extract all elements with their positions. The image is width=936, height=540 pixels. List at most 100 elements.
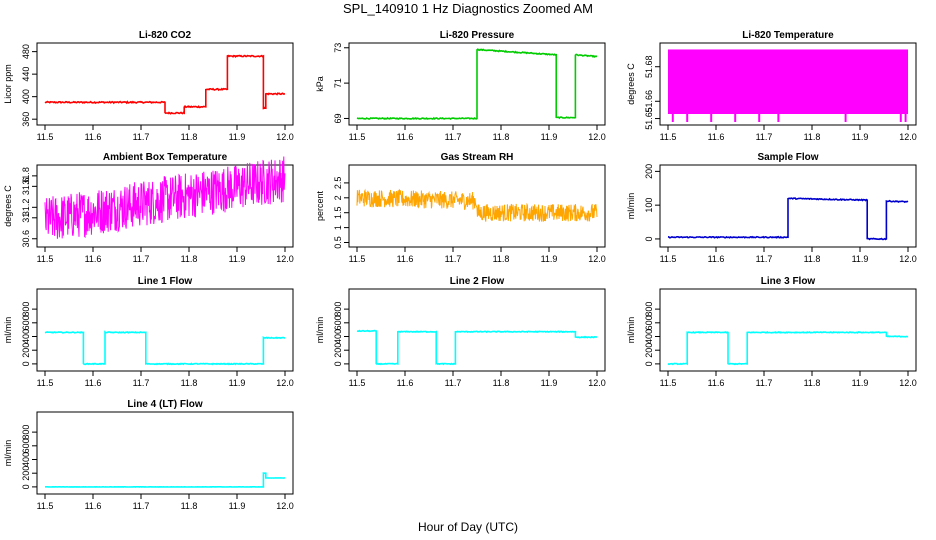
x-axis-label: Hour of Day (UTC) [418,520,518,534]
y-axis-label-co2: Licor ppm [3,64,13,104]
series-band-licor_temp [668,49,908,114]
x-tick-label-line2: 11.8 [493,378,510,388]
series-line-line2 [356,329,598,366]
y-tick-label-line4: 0 [21,484,31,489]
y-tick-label-line2: 0 [333,361,343,366]
x-tick-label-line1: 11.5 [37,378,54,388]
y-tick-label-rh: 1 [333,225,343,230]
x-tick-label-line2: 11.6 [397,378,414,388]
x-tick-label-line4: 11.8 [181,501,198,511]
y-tick-label-line1: 800 [21,302,31,317]
plot-frame-line2 [348,288,606,372]
x-tick-label-co2: 11.8 [181,132,198,142]
y-tick-label-line2: 400 [333,329,343,344]
x-tick-label-sample_flow: 11.9 [852,254,869,264]
panel-line2: Line 2 Flow 11.5 11.6 11.7 11.8 11.9 12.0 0 2004… [315,276,606,388]
panel-line3: Line 3 Flow 11.5 11.6 11.7 11.8 11.9 12.0 0 2004… [626,276,917,388]
y-tick-label-licor_temp: 51.68 [644,55,654,78]
y-tick-label-co2: 480 [21,44,31,59]
plot-frame-box_temp [36,164,294,248]
y-axis-label-sample_flow: ml/min [626,193,636,220]
plot-frame-line4 [36,411,294,495]
y-tick-label-box_temp: 31.8 [21,167,31,185]
y-tick-label-line3: 800 [644,302,654,317]
x-tick-label-co2: 11.9 [229,132,246,142]
y-tick-label-co2: 400 [21,89,31,104]
y-axis-label-line3: ml/min [626,317,636,344]
series-line-pressure [356,48,598,121]
x-tick-label-box_temp: 11.8 [181,254,198,264]
y-axis-label-line1: ml/min [3,317,13,344]
x-tick-label-line1: 12.0 [276,378,294,388]
y-tick-label-sample_flow: 0 [644,236,654,241]
x-tick-label-licor_temp: 11.6 [708,132,725,142]
series-line-box_temp [44,156,286,239]
y-tick-label-line2: 800 [333,302,343,317]
y-tick-label-licor_temp: 51.66 [644,90,654,113]
panel-title-line4: Line 4 (LT) Flow [127,399,203,410]
series-line-co2 [44,54,285,115]
y-tick-label-box_temp: 31 [21,213,31,223]
panel-title-licor_temp: Li-820 Temperature [742,30,834,41]
x-tick-label-pressure: 11.7 [445,132,462,142]
x-tick-label-box_temp: 11.7 [133,254,150,264]
plot-frame-co2 [36,42,294,126]
panel-box_temp: Ambient Box Temperature 11.5 11.6 11.7 11.8 1… [3,152,294,264]
y-tick-label-line3: 0 [644,361,654,366]
y-tick-label-line4: 400 [21,452,31,467]
x-tick-label-line3: 11.7 [756,378,773,388]
plot-frame-rh [348,164,606,248]
x-tick-label-line1: 11.9 [229,378,246,388]
y-tick-label-line1: 200 [21,343,31,358]
panel-title-sample_flow: Sample Flow [757,152,818,163]
y-tick-label-line3: 400 [644,329,654,344]
series-line-line1 [44,330,285,366]
y-tick-label-line1: 600 [21,315,31,330]
plot-frame-licor_temp [659,42,917,126]
x-tick-label-line4: 11.7 [133,501,150,511]
panel-title-line3: Line 3 Flow [761,276,816,287]
y-tick-label-co2: 440 [21,67,31,82]
panel-title-rh: Gas Stream RH [441,152,514,163]
series-line-rh [356,188,598,222]
y-axis-label-line4: ml/min [3,440,13,467]
x-tick-label-co2: 11.6 [85,132,102,142]
x-tick-label-co2: 11.7 [133,132,150,142]
panel-title-pressure: Li-820 Pressure [440,30,515,41]
x-tick-label-box_temp: 12.0 [276,254,294,264]
panel-title-co2: Li-820 CO2 [139,30,192,41]
y-tick-label-pressure: 69 [333,113,343,123]
x-tick-label-pressure: 11.9 [541,132,558,142]
y-tick-label-box_temp: 30.6 [21,230,31,248]
x-tick-label-line3: 11.5 [660,378,677,388]
x-tick-label-pressure: 11.5 [349,132,366,142]
y-tick-label-rh: 0.5 [333,236,343,249]
y-axis-label-rh: percent [315,190,325,221]
panel-title-line1: Line 1 Flow [138,276,193,287]
y-tick-label-line1: 0 [21,361,31,366]
x-tick-label-line1: 11.6 [85,378,102,388]
x-tick-label-rh: 11.5 [349,254,366,264]
x-tick-label-pressure: 11.8 [493,132,510,142]
x-tick-label-co2: 11.5 [37,132,54,142]
x-tick-label-line3: 11.9 [852,378,869,388]
y-tick-label-pressure: 73 [333,43,343,53]
x-tick-label-licor_temp: 12.0 [899,132,917,142]
x-tick-label-sample_flow: 12.0 [899,254,917,264]
y-tick-label-line4: 600 [21,438,31,453]
y-tick-label-line2: 600 [333,315,343,330]
y-tick-label-co2: 360 [21,112,31,127]
y-tick-label-line3: 600 [644,315,654,330]
x-tick-label-rh: 11.6 [397,254,414,264]
panel-line4: Line 4 (LT) Flow 11.5 11.6 11.7 11.8 11.9 12.0… [3,399,294,511]
x-tick-label-line1: 11.8 [181,378,198,388]
y-tick-label-rh: 1.5 [333,206,343,219]
y-axis-label-pressure: kPa [315,76,325,92]
x-tick-label-sample_flow: 11.6 [708,254,725,264]
x-tick-label-sample_flow: 11.5 [660,254,677,264]
x-tick-label-line2: 11.9 [541,378,558,388]
x-tick-label-rh: 12.0 [588,254,606,264]
